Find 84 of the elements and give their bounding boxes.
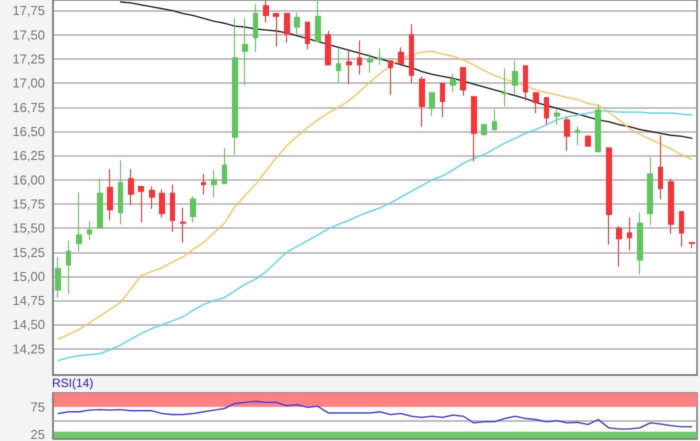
y-tick-label: 16,25: [12, 148, 45, 164]
candlestick: [554, 108, 560, 126]
y-tick-label: 15,00: [12, 268, 45, 284]
y-tick-label: 14,75: [12, 293, 45, 308]
candlestick: [87, 220, 92, 240]
y-tick-label: 17,50: [12, 27, 45, 42]
candlestick: [222, 147, 227, 184]
candlestick: [170, 184, 175, 232]
candlestick: [55, 256, 61, 298]
candlestick: [575, 126, 580, 146]
y-tick-label: 16,00: [12, 172, 45, 188]
candlestick: [315, 0, 321, 42]
candlestick: [377, 48, 383, 66]
candlestick: [481, 124, 487, 137]
candlestick: [523, 65, 528, 102]
candlestick: [637, 212, 643, 275]
candlestick: [544, 97, 549, 126]
candlestick: [689, 242, 695, 249]
candlestick: [253, 3, 258, 53]
y-tick-label: 15,75: [12, 196, 45, 212]
candlestick: [440, 82, 445, 118]
y-tick-label: 14,25: [12, 341, 45, 356]
candlestick: [263, 0, 269, 23]
y-tick-label: 15,50: [12, 220, 45, 236]
candlestick: [398, 46, 404, 64]
candlestick: [471, 96, 477, 162]
candlestick: [201, 173, 206, 195]
candlestick: [658, 134, 663, 200]
candlestick: [668, 178, 674, 234]
candlestick: [159, 188, 165, 218]
candlestick: [128, 168, 134, 206]
candlestick: [242, 18, 248, 86]
candlestick: [585, 134, 591, 146]
candlestick: [595, 104, 601, 152]
candlestick: [512, 60, 518, 94]
candlestick: [647, 157, 653, 226]
candlestick: [367, 54, 373, 73]
candlestick: [429, 92, 435, 116]
candlestick: [388, 60, 393, 96]
y-tick-label: 15,25: [12, 244, 45, 260]
y-tick-label: 17,25: [12, 51, 45, 66]
candlestick: [180, 207, 186, 244]
candlestick: [460, 67, 466, 96]
candlestick: [533, 92, 539, 114]
candlestick: [294, 12, 300, 34]
candlestick: [627, 216, 632, 251]
candlestick: [357, 40, 362, 75]
candlestick: [273, 13, 279, 47]
y-tick-label: 17,75: [12, 3, 45, 18]
candlestick: [107, 168, 113, 221]
line-series: [58, 110, 692, 362]
candlestick: [325, 30, 331, 66]
candlestick: [450, 72, 456, 92]
candlestick: [502, 68, 508, 107]
y-tick-label: 14,50: [12, 317, 45, 332]
candlestick: [284, 13, 290, 44]
y-tick-label: 75: [30, 399, 45, 414]
candlestick: [211, 170, 217, 198]
candlestick: [419, 76, 425, 128]
y-tick-label: 17,00: [12, 76, 45, 91]
line-series: [58, 400, 692, 430]
line-series: [120, 1, 692, 139]
candlestick: [118, 160, 123, 225]
y-tick-label: 16,75: [12, 100, 45, 115]
candlestick: [346, 50, 352, 85]
candlestick: [97, 178, 103, 229]
candlestick: [232, 18, 238, 156]
y-tick-label: 25: [30, 427, 45, 441]
candlestick: [76, 192, 82, 252]
candlestick: [679, 211, 684, 247]
line-series: [58, 50, 692, 340]
candlestick: [190, 196, 196, 223]
candlestick: [564, 116, 570, 152]
candlestick: [409, 24, 414, 84]
candlestick: [616, 226, 622, 268]
candlestick: [305, 22, 310, 50]
candlestick: [66, 240, 71, 294]
y-tick-label: 16,50: [12, 124, 45, 139]
candlestick: [492, 108, 497, 131]
candlestick: [336, 48, 341, 83]
candlestick: [149, 186, 155, 210]
candlestick: [138, 186, 144, 223]
chart-title: RSI(14): [52, 376, 94, 390]
candlestick: [606, 147, 612, 246]
